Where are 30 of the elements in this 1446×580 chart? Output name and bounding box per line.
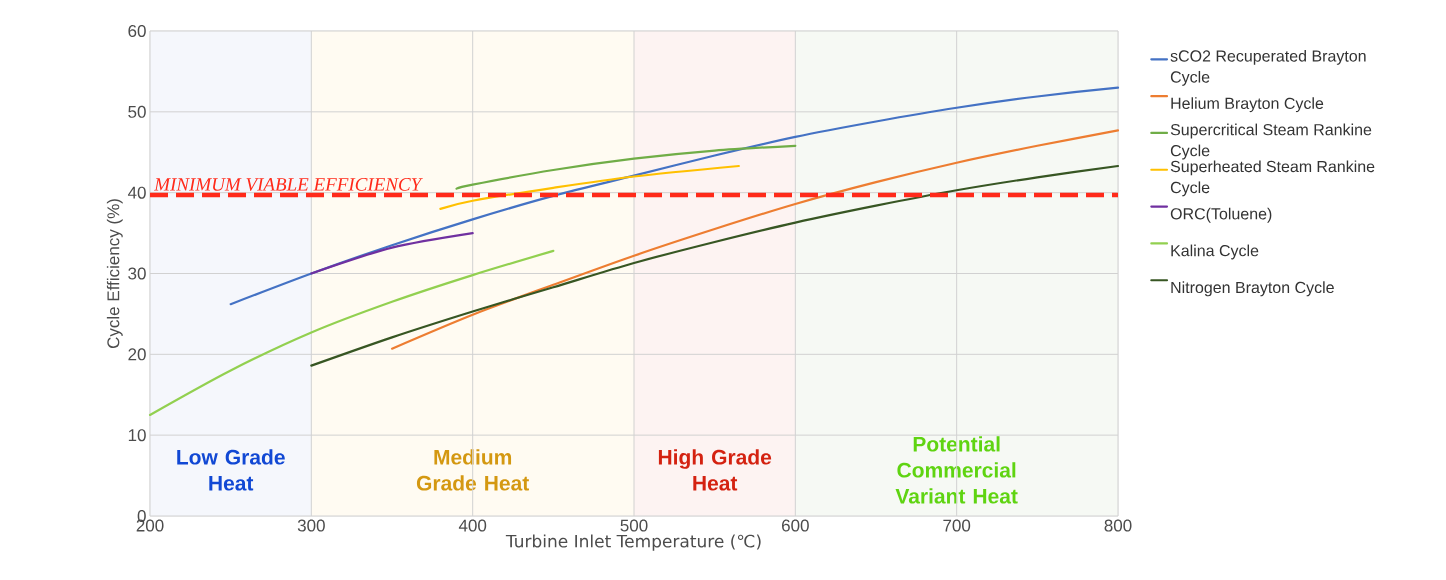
band-label: Medium Grade Heat <box>416 449 530 491</box>
legend-label: Kalina Cycle <box>1171 244 1259 260</box>
band-label: High Grade Heat <box>658 449 772 491</box>
y-tick-label: 30 <box>128 267 146 280</box>
legend-label: Helium Brayton Cycle <box>1171 97 1324 113</box>
y-axis-title: Cycle Efficiency (%) <box>106 199 123 349</box>
x-tick-label: 500 <box>620 519 648 532</box>
x-tick-label: 300 <box>297 519 325 532</box>
line-series <box>310 164 1120 367</box>
legend-label: Superheated Steam Rankine Cycle <box>1170 160 1375 197</box>
y-tick-label: 10 <box>128 429 146 442</box>
line-series <box>439 164 740 210</box>
x-tick-label: 800 <box>1104 519 1132 532</box>
band-label: Low Grade Heat <box>177 449 285 491</box>
x-tick-label: 600 <box>782 519 809 532</box>
ref-line-label: MINIMUM VIABLE EFFICIENCY <box>153 178 423 191</box>
y-tick-label: 40 <box>127 186 146 199</box>
band-label: Potential Commercial Variant Heat <box>895 436 1018 504</box>
y-tick-label: 20 <box>128 348 146 361</box>
line-series <box>148 249 555 417</box>
legend-label: ORC(Toluene) <box>1170 207 1272 223</box>
x-tick-label: 400 <box>458 519 487 532</box>
legend-label: Nitrogen Brayton Cycle <box>1171 281 1334 297</box>
x-axis-title: Turbine Inlet Temperature (℃) <box>505 534 761 551</box>
line-series <box>455 144 797 190</box>
legend-label: sCO2 Recuperated Brayton Cycle <box>1170 49 1366 86</box>
y-tick-label: 50 <box>128 105 146 118</box>
x-tick-label: 700 <box>943 519 971 532</box>
y-tick-label: 60 <box>128 24 146 38</box>
legend-label: Supercritical Steam Rankine Cycle <box>1170 123 1372 160</box>
